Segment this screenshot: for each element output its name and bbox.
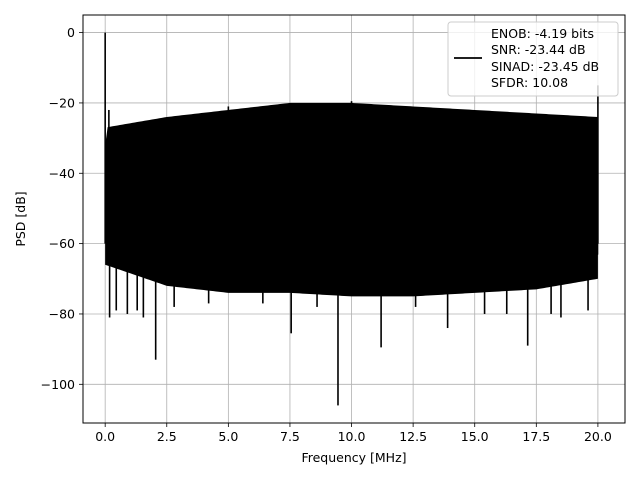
legend-entry-sinad: SINAD: -23.45 dB xyxy=(491,59,599,74)
x-tick-label: 17.5 xyxy=(522,429,550,444)
psd-series xyxy=(104,32,599,406)
legend-entry-snr: SNR: -23.44 dB xyxy=(491,42,586,57)
x-tick-label: 2.5 xyxy=(157,429,177,444)
x-tick-label: 12.5 xyxy=(399,429,427,444)
legend-box xyxy=(447,21,619,97)
legend-entry-enob: ENOB: -4.19 bits xyxy=(491,26,594,41)
x-tick-label: 20.0 xyxy=(584,429,612,444)
x-tick-label: 5.0 xyxy=(218,429,238,444)
x-tick-label: 7.5 xyxy=(280,429,300,444)
y-tick-label: −80 xyxy=(49,306,75,321)
legend-entry-sfdr: SFDR: 10.08 xyxy=(491,75,568,90)
y-axis: 0 −20 −40 −60 −80 −100 xyxy=(41,25,83,392)
legend: ENOB: -4.19 bits SNR: -23.44 dB SINAD: -… xyxy=(447,21,619,97)
noise-band xyxy=(105,102,598,297)
y-tick-label: −20 xyxy=(49,95,75,110)
plot-area-frame xyxy=(82,14,626,424)
y-axis-label: PSD [dB] xyxy=(13,191,28,246)
x-tick-label: 0.0 xyxy=(95,429,115,444)
y-tick-label: 0 xyxy=(67,25,75,40)
x-axis-label: Frequency [MHz] xyxy=(301,450,406,465)
x-axis: 0.0 2.5 5.0 7.5 10.0 12.5 15.0 17.5 20.0 xyxy=(95,423,612,444)
y-tick-label: −60 xyxy=(49,236,75,251)
y-tick-label: −100 xyxy=(41,377,75,392)
x-tick-label: 10.0 xyxy=(338,429,366,444)
x-tick-label: 15.0 xyxy=(461,429,489,444)
y-tick-label: −40 xyxy=(49,166,75,181)
